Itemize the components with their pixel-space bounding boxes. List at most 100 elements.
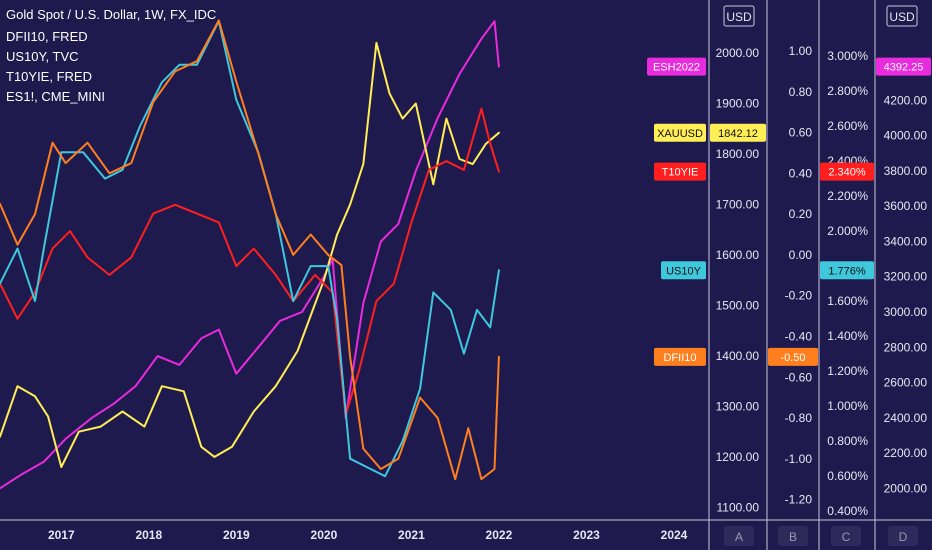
scale-b-tick-label: -0.60 [785,370,813,384]
scale-c-tick-label: 2.600% [827,119,868,133]
scale-d-tick-label: 4000.00 [884,129,928,143]
series-name-tag-t10yie[interactable] [654,162,706,181]
series-name-tag-xauusd[interactable] [654,123,706,142]
last-value-text-dfii10: -0.50 [780,352,805,364]
x-tick-label: 2017 [48,528,75,542]
last-value-badge-esh2022[interactable] [876,57,931,76]
scale-b-tick-label: 0.20 [789,207,813,221]
scale-b-id: B [789,530,797,544]
scale-b-tick-label: -0.80 [785,411,813,425]
scale-d-tick-label: 2400.00 [884,411,928,425]
series-line-xauusd[interactable] [0,41,500,468]
scale-b-tick-label: -0.40 [785,330,813,344]
scale-c-tick-label: 2.000% [827,224,868,238]
series-name-text-us10y: US10Y [666,265,702,277]
scale-a-unit-box[interactable] [723,5,755,27]
scale-b-tick-label: 1.00 [789,44,813,58]
scale-a-tick-label: 1400.00 [716,349,760,363]
x-tick-label: 2024 [661,528,688,542]
x-tick-label: 2022 [486,528,513,542]
x-tick-label: 2019 [223,528,250,542]
scale-c-tick-label: 3.000% [827,49,868,63]
scale-c-tick-label: 0.600% [827,469,868,483]
scale-b-tick-label: -1.00 [785,452,813,466]
scale-d-tick-label: 2000.00 [884,481,928,495]
scale-b-tick-label: 0.60 [789,126,813,140]
scale-d-tick-label: 2200.00 [884,446,928,460]
x-axis[interactable]: 2017 2018 2019 2020 2021 2022 2023 2024 [48,528,688,542]
scale-c-tick-label: 1.600% [827,294,868,308]
scale-c-tick-label: 2.200% [827,189,868,203]
scale-b-tick-label: 0.40 [789,166,813,180]
chart-title: Gold Spot / U.S. Dollar, 1W, FX_IDC [6,7,216,22]
scale-d-unit-label: USD [889,10,915,24]
x-tick-label: 2021 [398,528,425,542]
scale-a-tick-label: 1100.00 [717,500,760,514]
scale-d-tick-label: 3000.00 [884,305,928,319]
last-value-badge-us10y[interactable] [820,261,874,280]
scale-d-tick-label: 3800.00 [884,164,928,178]
indicator-legend-4[interactable]: ES1!, CME_MINI [6,89,105,104]
indicator-legend-2[interactable]: US10Y, TVC [6,49,79,64]
scale-a-tick-label: 1700.00 [716,198,760,212]
scale-c-tick-label: 1.200% [827,364,868,378]
scale-c-id-chip[interactable] [831,526,861,546]
last-value-text-xauusd: 1842.12 [718,128,758,140]
scale-a-tick-label: 1900.00 [716,97,760,111]
scale-a-tick-label: 1300.00 [716,399,760,413]
indicator-legend-1[interactable]: DFII10, FRED [6,29,88,44]
x-tick-label: 2023 [573,528,600,542]
scale-c-tick-label: 2.800% [827,84,868,98]
scale-d-id: D [899,530,908,544]
scale-d-tick-label: 3200.00 [884,270,928,284]
series-line-esh2022[interactable] [0,20,500,490]
scale-a-tick-label: 1800.00 [716,147,760,161]
scale-c-tick-label: 0.800% [827,434,868,448]
scale-b-id-chip[interactable] [778,526,808,546]
plot-area[interactable] [0,19,500,490]
last-value-badge-dfii10[interactable] [768,347,818,366]
scale-b-tick-label: -0.20 [785,289,813,303]
last-value-text-esh2022: 4392.25 [884,62,924,74]
scale-c-tick-label: 1.000% [827,399,868,413]
scale-d-tick-label: 2600.00 [884,376,928,390]
scale-d-tick-label: 3400.00 [884,235,928,249]
series-name-text-t10yie: T10YIE [662,167,699,179]
series-name-text-esh2022: ESH2022 [653,62,700,74]
scale-d-tick-label: 4200.00 [884,94,928,108]
x-tick-label: 2018 [135,528,162,542]
scale-a-tick-label: 1500.00 [716,298,760,312]
series-name-text-xauusd: XAUUSD [657,128,703,140]
scale-id-strip: A B C D [724,526,918,546]
scale-b-tick-label: -1.20 [785,493,813,507]
last-value-badge-t10yie[interactable] [820,162,874,181]
scale-a-unit-label: USD [726,10,752,24]
x-tick-label: 2020 [311,528,338,542]
last-value-badges: 1842.12 XAUUSD 1.776% US10Y 2.340% T10YIE -0.5… [647,57,931,366]
scale-b-tick-label: 0.80 [789,85,813,99]
scale-a-tick-label: 1600.00 [716,248,760,262]
last-value-text-t10yie: 2.340% [828,167,866,179]
series-line-dfii10[interactable] [0,19,500,481]
scale-c-tick-label: 0.400% [827,504,868,518]
scale-d-tick-label: 3600.00 [884,199,928,213]
scale-c-tick-label: 1.400% [827,329,868,343]
series-line-t10yie[interactable] [0,107,500,416]
last-value-text-us10y: 1.776% [828,265,866,277]
last-value-badge-xauusd[interactable] [710,123,766,142]
series-name-tag-dfii10[interactable] [654,347,706,366]
scale-b-tick-label: 0.00 [789,248,813,262]
series-name-tag-esh2022[interactable] [647,57,706,76]
series-name-text-dfii10: DFII10 [663,352,696,364]
scale-d-id-chip[interactable] [888,526,918,546]
scale-d-unit-box[interactable] [886,5,918,27]
scale-a-id-chip[interactable] [724,526,754,546]
series-name-tag-us10y[interactable] [661,261,706,280]
scale-d-tick-label: 2800.00 [884,340,928,354]
indicator-legend-3[interactable]: T10YIE, FRED [6,69,92,84]
scale-a-tick-label: 1200.00 [716,450,760,464]
scale-a-id: A [735,530,743,544]
